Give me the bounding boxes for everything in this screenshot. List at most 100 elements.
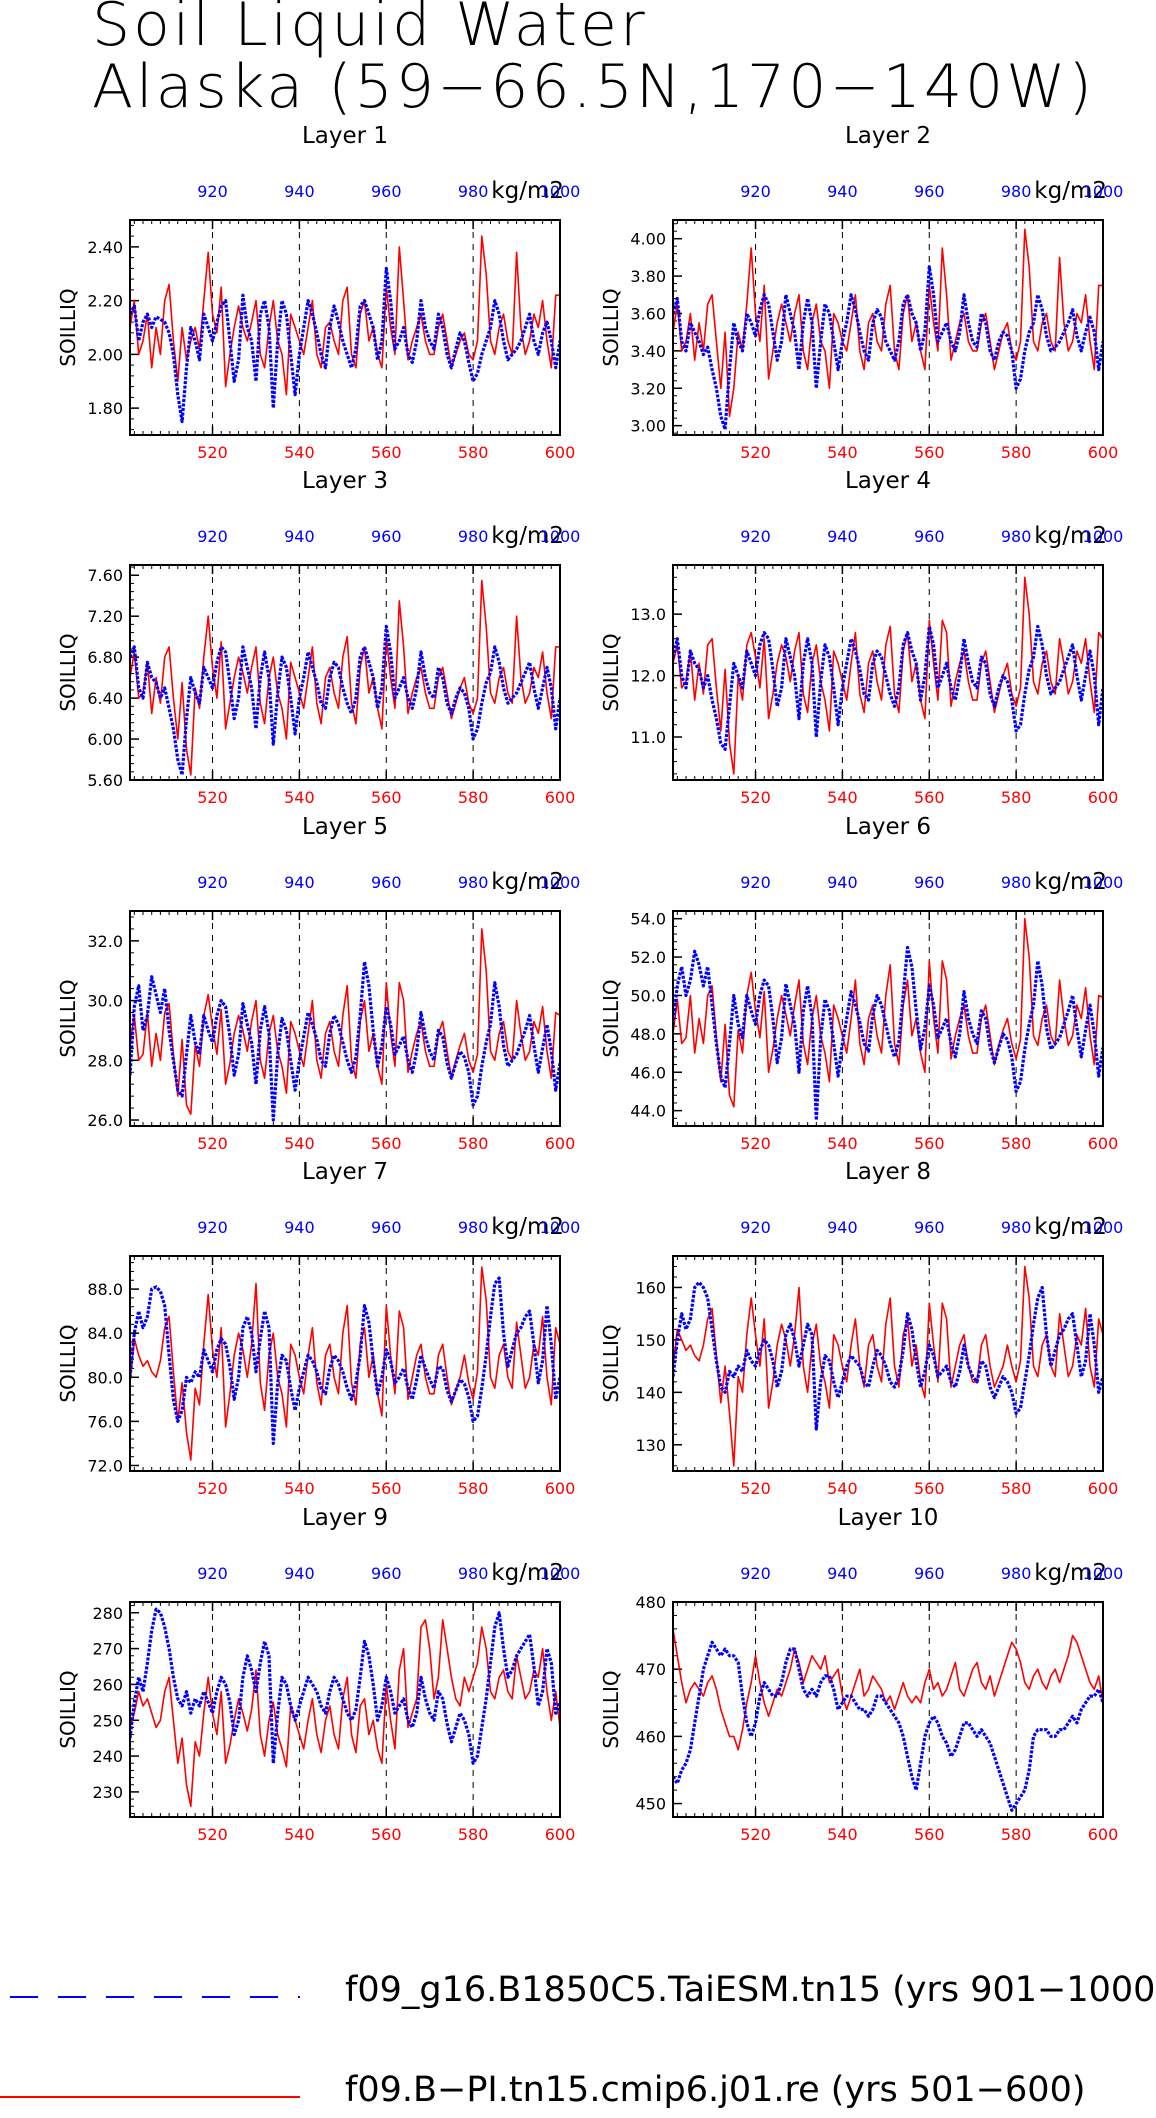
x-tick-label-top: 980: [1001, 873, 1032, 892]
series-line-blue: [130, 1276, 560, 1446]
top-axis-unit: kg/m2: [1034, 178, 1107, 204]
series-line-red: [130, 235, 560, 396]
x-tick-label-bottom: 540: [827, 1479, 858, 1498]
x-tick-label-top: 940: [827, 873, 858, 892]
y-tick-label: 3.60: [630, 304, 666, 323]
legend-label-blue: f09_g16.B1850C5.TaiESM.tn15 (yrs 901−100…: [345, 1970, 1156, 2010]
y-tick-label: 13.0: [630, 605, 666, 624]
plot-frame: [129, 1255, 561, 1472]
panel-title: Layer 8: [845, 1159, 931, 1185]
y-tick-label: 240: [92, 1747, 123, 1766]
x-tick-label-top: 920: [740, 1564, 771, 1583]
x-tick-label-top: 920: [197, 1564, 228, 1583]
x-tick-label-top: 1000: [540, 1564, 581, 1583]
x-tick-label-top: 960: [914, 527, 945, 546]
x-tick-label-bottom: 520: [740, 1479, 771, 1498]
y-tick-label: 480: [635, 1593, 666, 1612]
y-axis-label: SOILLIQ: [56, 288, 80, 366]
plot-frame: [672, 219, 1104, 436]
x-tick-label-bottom: 540: [284, 788, 315, 807]
panel-layer-8: Layer 8 kg/m2 520 540 560 580 600 920 940 960 980 1…: [599, 1159, 1123, 1498]
x-tick-label-top: 1000: [1083, 1564, 1124, 1583]
plot-frame: [129, 910, 561, 1127]
x-tick-label-top: 920: [740, 873, 771, 892]
x-tick-label-bottom: 600: [545, 443, 576, 462]
x-tick-label-bottom: 540: [827, 1825, 858, 1844]
y-tick-label: 11.0: [630, 728, 666, 747]
plot-frame: [672, 564, 1104, 781]
y-tick-label: 2.20: [87, 292, 123, 311]
x-tick-label-top: 960: [371, 527, 402, 546]
series-line-blue: [130, 1607, 560, 1765]
panel-title: Layer 4: [845, 468, 931, 494]
x-tick-label-top: 940: [284, 1564, 315, 1583]
x-tick-label-top: 920: [740, 527, 771, 546]
x-tick-label-top: 960: [371, 1218, 402, 1237]
x-tick-label-top: 1000: [540, 182, 581, 201]
y-tick-label: 46.0: [630, 1063, 666, 1082]
x-tick-label-top: 980: [458, 527, 489, 546]
top-axis-unit: kg/m2: [491, 1214, 564, 1240]
panel-title: Layer 5: [302, 814, 388, 840]
x-tick-label-top: 1000: [1083, 182, 1124, 201]
x-tick-label-bottom: 580: [458, 788, 489, 807]
panel-layer-4: Layer 4 kg/m2 520 540 560 580 600 920 940 960 980 1…: [599, 468, 1123, 807]
x-tick-label-top: 1000: [540, 873, 581, 892]
top-axis-unit: kg/m2: [491, 869, 564, 895]
y-tick-label: 6.80: [87, 648, 123, 667]
y-tick-label: 32.0: [87, 932, 123, 951]
x-tick-label-bottom: 560: [371, 1134, 402, 1153]
x-tick-label-top: 960: [371, 182, 402, 201]
y-tick-label: 54.0: [630, 910, 666, 929]
y-tick-label: 3.20: [630, 379, 666, 398]
x-tick-label-bottom: 540: [827, 788, 858, 807]
x-tick-label-top: 920: [197, 873, 228, 892]
y-tick-label: 6.00: [87, 730, 123, 749]
plot-frame: [129, 219, 561, 436]
x-tick-label-top: 940: [284, 1218, 315, 1237]
y-tick-label: 460: [635, 1727, 666, 1746]
legend-swatches: [0, 1996, 300, 2098]
panel-layer-6: Layer 6 kg/m2 520 540 560 580 600 920 940 960 980 1…: [599, 814, 1123, 1153]
y-tick-label: 7.60: [87, 566, 123, 585]
y-axis-label: SOILLIQ: [56, 633, 80, 711]
series-line-blue: [130, 266, 560, 424]
y-tick-label: 2.40: [87, 238, 123, 257]
panel-title: Layer 1: [302, 123, 388, 149]
x-tick-label-bottom: 560: [914, 443, 945, 462]
x-tick-label-bottom: 580: [458, 443, 489, 462]
x-tick-label-top: 940: [284, 527, 315, 546]
x-tick-label-top: 1000: [1083, 873, 1124, 892]
top-axis-unit: kg/m2: [1034, 523, 1107, 549]
x-tick-label-top: 960: [371, 873, 402, 892]
x-tick-label-bottom: 600: [1088, 1479, 1119, 1498]
x-tick-label-top: 960: [914, 182, 945, 201]
panel-title: Layer 2: [845, 123, 931, 149]
y-tick-label: 3.40: [630, 342, 666, 361]
panel-title: Layer 7: [302, 1159, 388, 1185]
series-line-red: [673, 1628, 1103, 1751]
y-tick-label: 230: [92, 1783, 123, 1802]
y-tick-label: 72.0: [87, 1456, 123, 1475]
y-tick-label: 52.0: [630, 948, 666, 967]
y-tick-label: 140: [635, 1383, 666, 1402]
x-tick-label-top: 980: [1001, 1564, 1032, 1583]
panel-layer-7: Layer 7 kg/m2 520 540 560 580 600 920 940 960 980 1…: [56, 1159, 580, 1498]
x-tick-label-top: 940: [827, 527, 858, 546]
x-tick-label-top: 940: [284, 182, 315, 201]
series-line-red: [130, 928, 560, 1115]
top-axis-unit: kg/m2: [491, 523, 564, 549]
top-axis-unit: kg/m2: [1034, 1560, 1107, 1586]
y-tick-label: 3.00: [630, 417, 666, 436]
y-axis-label: SOILLIQ: [599, 1324, 623, 1402]
x-tick-label-bottom: 600: [545, 788, 576, 807]
y-tick-label: 130: [635, 1436, 666, 1455]
x-tick-label-top: 940: [284, 873, 315, 892]
panel-title: Layer 3: [302, 468, 388, 494]
x-tick-label-bottom: 560: [914, 1134, 945, 1153]
x-tick-label-top: 1000: [1083, 1218, 1124, 1237]
y-tick-label: 88.0: [87, 1280, 123, 1299]
y-tick-label: 270: [92, 1640, 123, 1659]
x-tick-label-bottom: 580: [1001, 443, 1032, 462]
x-tick-label-bottom: 560: [914, 1825, 945, 1844]
